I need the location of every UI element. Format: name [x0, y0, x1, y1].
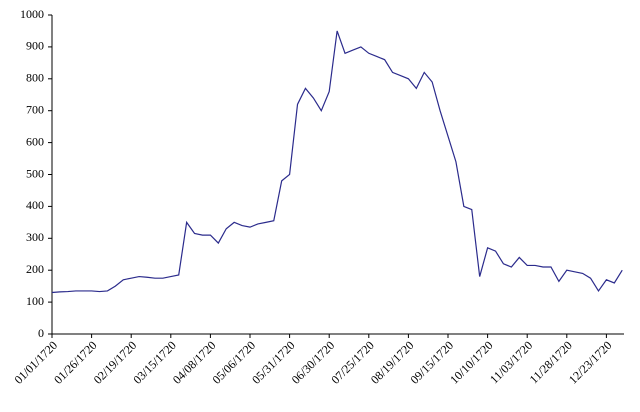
y-tick-label: 600 — [26, 134, 44, 148]
price-line — [51, 30, 623, 294]
y-tick-label: 1000 — [20, 7, 44, 21]
y-tick-label: 500 — [26, 166, 44, 180]
y-tick-label: 900 — [26, 39, 44, 53]
y-tick-label: 300 — [26, 230, 44, 244]
x-tick-label: 10/10/1720 — [447, 338, 496, 387]
y-tick-label: 400 — [26, 198, 44, 212]
y-tick-label: 200 — [26, 262, 44, 276]
y-tick-label: 700 — [26, 102, 44, 116]
y-tick-label: 100 — [26, 294, 44, 308]
y-tick-label: 0 — [38, 326, 44, 340]
x-tick-label: 12/23/1720 — [566, 338, 615, 387]
y-tick-label: 800 — [26, 71, 44, 85]
